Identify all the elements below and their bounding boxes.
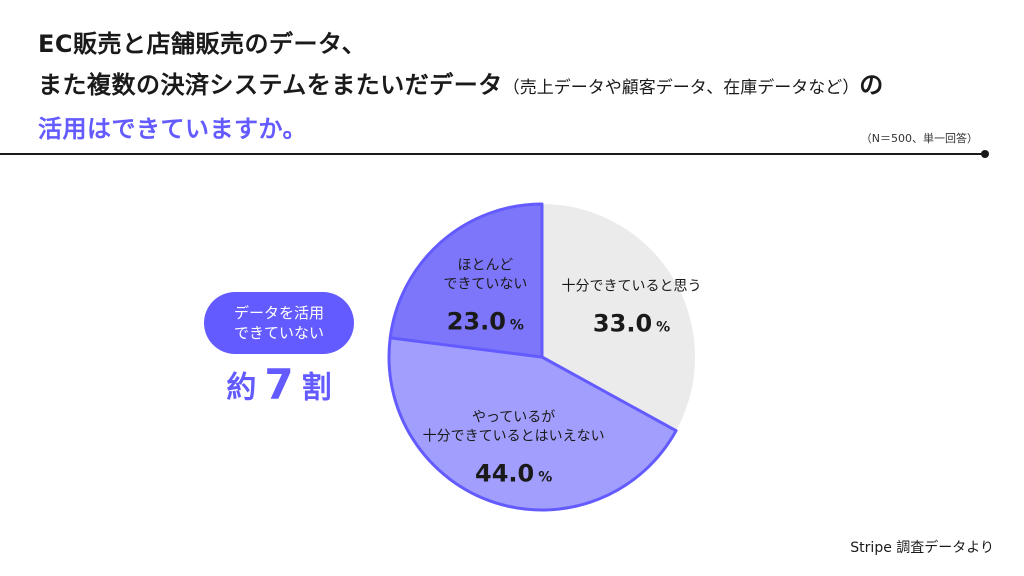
summary-suffix: 割 (301, 370, 332, 406)
title-line-2: また複数の決済システムをまたいだデータ（売上データや顧客データ、在庫データなど）… (38, 65, 998, 109)
pie-slice-2 (387, 336, 678, 512)
summary-pill: データを活用 できていない (204, 292, 354, 354)
pie-label-3-line-2: できていない (443, 277, 527, 293)
sample-note: （N＝500、単一回答） (860, 132, 978, 145)
title-line-3: 活用はできていますか。 (38, 115, 308, 143)
pie-label-2-line-2: 十分できているとはいえない (423, 428, 605, 444)
summary-number: 7 (264, 360, 294, 409)
pie-value-unit-2: % (538, 469, 552, 485)
title-line-1: EC販売と店舗販売のデータ、 (38, 30, 367, 58)
pie-label-1-line-1: 十分できていると思う (562, 279, 702, 295)
pie-label-2-line-1: やっているが (472, 409, 555, 425)
pie-slice-3 (388, 202, 544, 359)
pie-value-unit-3: % (510, 318, 524, 334)
summary-pill-line-1: データを活用 (233, 304, 324, 322)
divider-end-dot (981, 150, 989, 158)
title-line-2-tail: の (859, 71, 884, 99)
source-note: Stripe 調査データより (850, 540, 994, 556)
pie-value-2: 44.0% (475, 459, 552, 487)
pie-slice-1 (542, 204, 695, 431)
pie-value-number-2: 44.0 (475, 459, 534, 487)
title-line-2-paren: （売上データや顧客データ、在庫データなど） (502, 78, 860, 98)
pie-value-number-1: 33.0 (593, 310, 652, 338)
summary-prefix: 約 (226, 370, 257, 406)
page-title: EC販売と店舗販売のデータ、 また複数の決済システムをまたいだデータ（売上データ… (38, 24, 998, 150)
title-line-2-main: また複数の決済システムをまたいだデータ (38, 71, 503, 99)
pie-value-unit-1: % (656, 320, 670, 336)
pie-label-3-line-1: ほとんど (458, 258, 514, 274)
pie-value-3: 23.0% (447, 308, 524, 336)
summary-pill-line-2: できていない (233, 324, 324, 342)
pie-label-1: 十分できていると思う 33.0% (562, 279, 702, 338)
divider-line (0, 153, 985, 155)
pie-value-1: 33.0% (593, 310, 670, 338)
pie-value-number-3: 23.0 (447, 308, 506, 336)
